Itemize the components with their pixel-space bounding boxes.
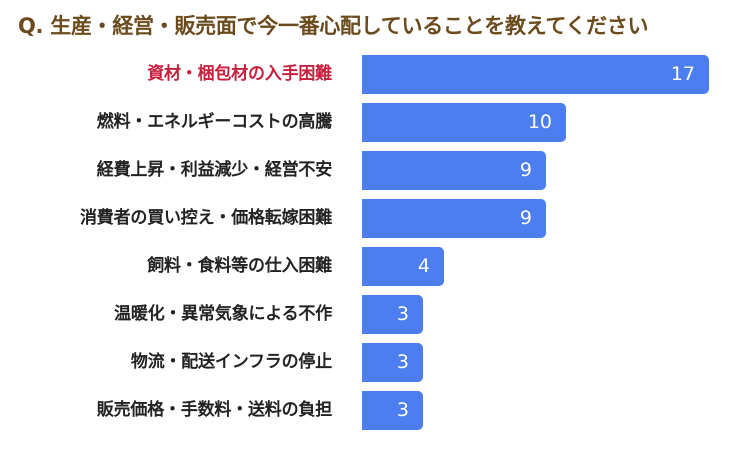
bar-label: 飼料・食料等の仕入困難 [147,256,332,276]
bar-row: 販売価格・手数料・送料の負担 3 [0,391,729,430]
bar-row: 経費上昇・利益減少・経営不安 9 [0,151,729,190]
bar-row: 資材・梱包材の入手困難 17 [0,55,729,94]
bar: 3 [362,343,423,382]
bar: 9 [362,151,546,190]
bar-row: 消費者の買い控え・価格転嫁困難 9 [0,199,729,238]
bar-label: 温暖化・異常気象による不作 [114,304,332,324]
bar: 4 [362,247,444,286]
bar-label: 資材・梱包材の入手困難 [147,64,332,84]
bar-label: 燃料・エネルギーコストの高騰 [96,112,332,132]
bar-value: 3 [396,303,409,325]
bar: 3 [362,295,423,334]
bar-value: 17 [670,63,695,85]
bar-value: 3 [396,399,409,421]
bar-value: 4 [417,255,430,277]
bar-row: 飼料・食料等の仕入困難 4 [0,247,729,286]
bar-label: 経費上昇・利益減少・経営不安 [96,160,332,180]
bar-row: 物流・配送インフラの停止 3 [0,343,729,382]
bar-label: 物流・配送インフラの停止 [130,352,332,372]
bar: 17 [362,55,709,94]
bar-value: 10 [527,111,552,133]
bar-label: 消費者の買い控え・価格転嫁困難 [80,208,332,228]
bar: 3 [362,391,423,430]
bar: 9 [362,199,546,238]
bar-value: 3 [396,351,409,373]
bar-value: 9 [519,207,532,229]
bar: 10 [362,103,566,142]
bar-row: 燃料・エネルギーコストの高騰 10 [0,103,729,142]
chart-title: Q. 生産・経営・販売面で今一番心配していることを教えてください [18,14,649,38]
bar-label: 販売価格・手数料・送料の負担 [96,400,332,420]
bar-chart: 資材・梱包材の入手困難 17 燃料・エネルギーコストの高騰 10 経費上昇・利益… [0,55,729,439]
bar-value: 9 [519,159,532,181]
bar-row: 温暖化・異常気象による不作 3 [0,295,729,334]
